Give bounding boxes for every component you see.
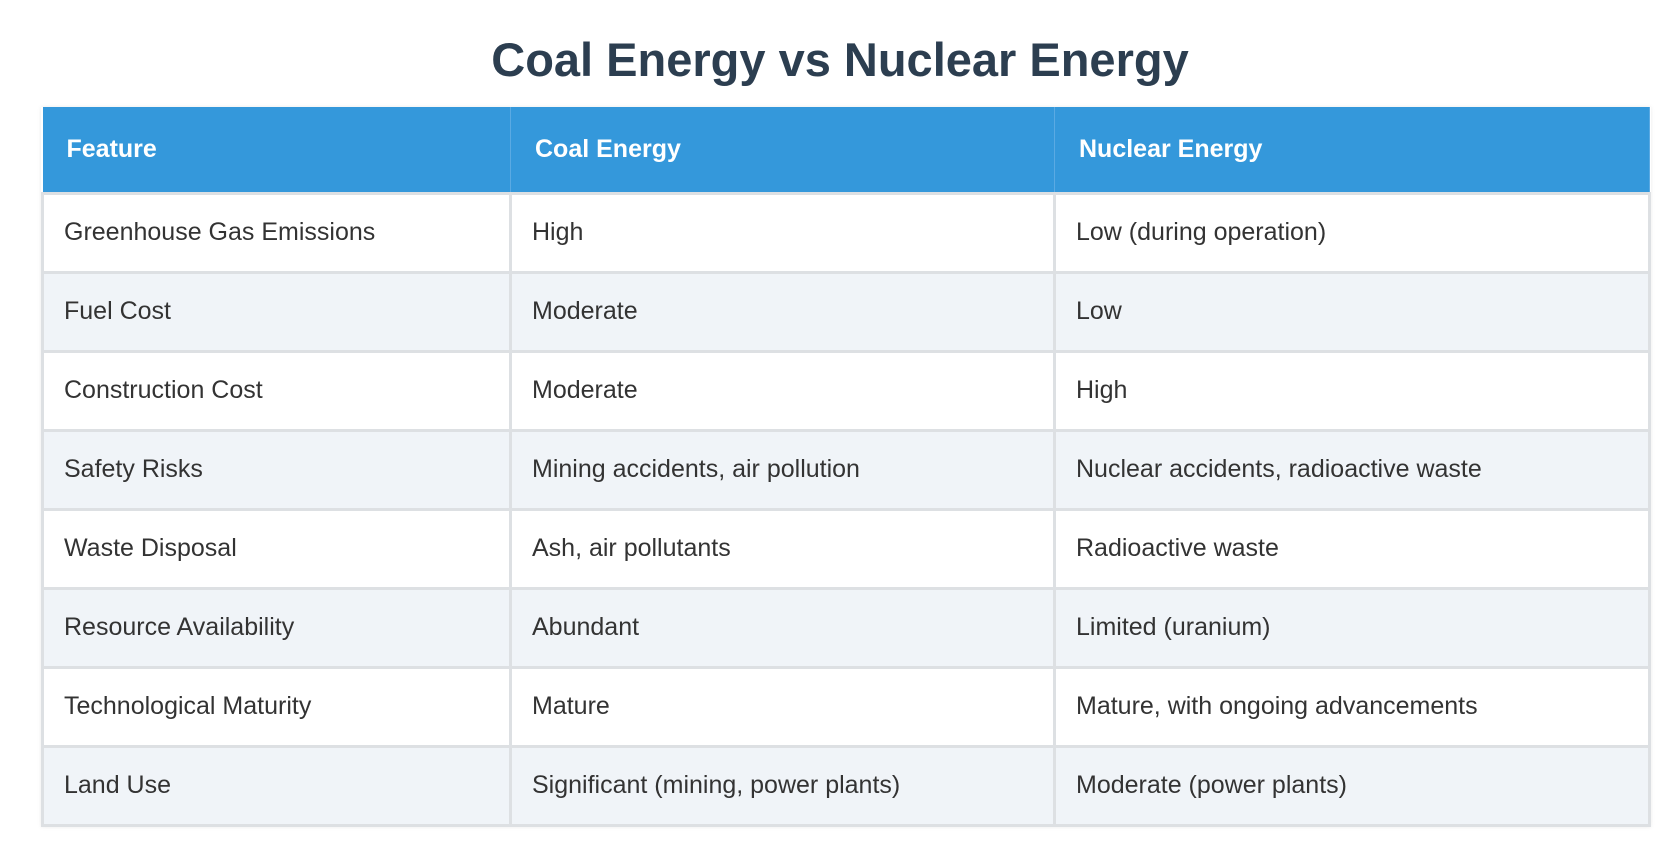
column-header: Coal Energy	[510, 107, 1055, 193]
table-cell: Technological Maturity	[41, 665, 512, 748]
table-cell: Nuclear accidents, radioactive waste	[1053, 428, 1651, 511]
column-header: Nuclear Energy	[1054, 107, 1650, 193]
table-cell: Moderate	[509, 349, 1056, 432]
table-cell: Mature	[509, 665, 1056, 748]
table-row: Construction Cost Moderate High	[41, 349, 1651, 432]
table-row: Safety Risks Mining accidents, air pollut…	[41, 428, 1651, 511]
table-row: Waste Disposal Ash, air pollutants Radioac…	[41, 507, 1651, 590]
table-row: Fuel Cost Moderate Low	[41, 270, 1651, 353]
table-cell: Ash, air pollutants	[509, 507, 1056, 590]
table-cell: Waste Disposal	[41, 507, 512, 590]
table-cell: Fuel Cost	[41, 270, 512, 353]
table-cell: Low	[1053, 270, 1651, 353]
table-cell: Greenhouse Gas Emissions	[41, 191, 512, 274]
table-cell: Mature, with ongoing advancements	[1053, 665, 1651, 748]
table-cell: Safety Risks	[41, 428, 512, 511]
table-cell: Mining accidents, air pollution	[509, 428, 1056, 511]
table-row: Greenhouse Gas Emissions High Low (during …	[41, 191, 1651, 274]
table-cell: Land Use	[41, 744, 512, 827]
table-row: Resource Availability Abundant Limited (ur…	[41, 586, 1651, 669]
page-title: Coal Energy vs Nuclear Energy	[491, 33, 1189, 86]
table-cell: Abundant	[509, 586, 1056, 669]
table-cell: Limited (uranium)	[1053, 586, 1651, 669]
column-header: Feature	[42, 107, 511, 193]
table-cell: Radioactive waste	[1053, 507, 1651, 590]
table-cell: Low (during operation)	[1053, 191, 1651, 274]
header-row: Feature Coal Energy Nuclear Energy	[42, 107, 1650, 193]
table-cell: High	[509, 191, 1056, 274]
table-body: Greenhouse Gas Emissions High Low (during …	[41, 191, 1651, 827]
table-cell: Construction Cost	[41, 349, 512, 432]
table-cell: Moderate (power plants)	[1053, 744, 1651, 827]
table-cell: High	[1053, 349, 1651, 432]
table-cell: Moderate	[509, 270, 1056, 353]
table-cell: Resource Availability	[41, 586, 512, 669]
table-row: Technological Maturity Mature Mature, with…	[41, 665, 1651, 748]
table-row: Land Use Significant (mining, power plant…	[41, 744, 1651, 827]
table-cell: Significant (mining, power plants)	[509, 744, 1056, 827]
comparison-table: Feature Coal Energy Nuclear Energy Greenho…	[41, 107, 1651, 827]
